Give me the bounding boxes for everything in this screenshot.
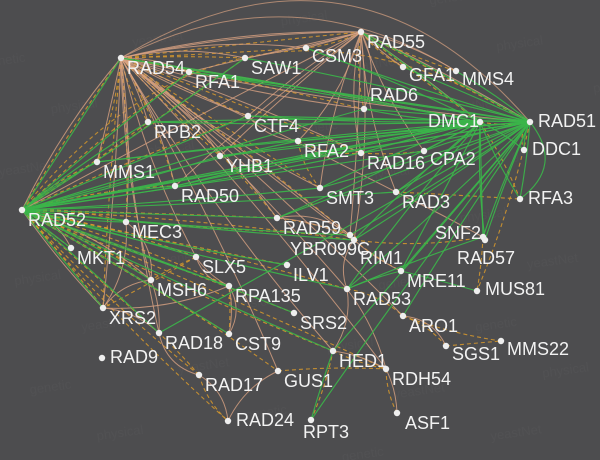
- svg-text:genetic: genetic: [474, 314, 518, 335]
- svg-text:RIM1: RIM1: [360, 248, 403, 268]
- svg-text:physical: physical: [541, 359, 590, 380]
- svg-text:RAD18: RAD18: [165, 333, 223, 353]
- svg-text:physical: physical: [50, 95, 99, 116]
- svg-text:ASF1: ASF1: [405, 413, 450, 433]
- svg-text:MEC3: MEC3: [132, 222, 182, 242]
- svg-text:CPA2: CPA2: [430, 149, 476, 169]
- svg-text:genetic: genetic: [341, 444, 385, 460]
- svg-text:DMC1: DMC1: [428, 111, 479, 131]
- svg-text:MRE11: MRE11: [407, 271, 466, 291]
- svg-text:RAD53: RAD53: [353, 289, 411, 309]
- svg-text:RAD3: RAD3: [402, 192, 450, 212]
- svg-text:RAD59: RAD59: [283, 218, 341, 238]
- svg-text:CST9: CST9: [235, 334, 281, 354]
- svg-text:RAD6: RAD6: [370, 85, 418, 105]
- svg-text:SLX5: SLX5: [202, 257, 246, 277]
- svg-text:physical: physical: [13, 267, 62, 288]
- svg-text:RPA135: RPA135: [235, 286, 301, 306]
- svg-text:MMS4: MMS4: [462, 69, 514, 89]
- svg-text:RAD24: RAD24: [236, 410, 294, 430]
- svg-text:RFA2: RFA2: [304, 141, 349, 161]
- svg-text:CTF4: CTF4: [254, 116, 299, 136]
- svg-text:physical: physical: [495, 32, 544, 53]
- svg-text:SGS1: SGS1: [452, 344, 500, 364]
- svg-text:MMS22: MMS22: [507, 339, 569, 359]
- svg-text:physical: physical: [592, 74, 600, 95]
- svg-text:RFA3: RFA3: [528, 188, 573, 208]
- svg-text:MSH6: MSH6: [157, 280, 207, 300]
- svg-text:SAW1: SAW1: [251, 58, 301, 78]
- svg-text:SMT3: SMT3: [326, 188, 374, 208]
- svg-text:YBR099C: YBR099C: [290, 239, 370, 259]
- svg-text:RAD57: RAD57: [457, 248, 515, 268]
- svg-text:genetic: genetic: [428, 0, 472, 8]
- svg-text:CSM3: CSM3: [312, 46, 362, 66]
- svg-text:genetic: genetic: [0, 50, 27, 71]
- svg-text:DDC1: DDC1: [532, 139, 581, 159]
- svg-text:YHB1: YHB1: [226, 156, 273, 176]
- svg-text:RDH54: RDH54: [392, 369, 451, 389]
- svg-text:SNF2: SNF2: [435, 223, 481, 243]
- svg-text:MMS1: MMS1: [103, 162, 155, 182]
- svg-text:yeastNet: yeastNet: [526, 250, 579, 272]
- svg-text:RAD50: RAD50: [181, 186, 239, 206]
- svg-text:ARO1: ARO1: [409, 316, 458, 336]
- svg-text:RAD55: RAD55: [367, 32, 425, 52]
- svg-text:HED1: HED1: [339, 351, 387, 371]
- svg-text:GFA1: GFA1: [409, 65, 455, 85]
- svg-text:GUS1: GUS1: [284, 371, 333, 391]
- svg-text:ILV1: ILV1: [293, 265, 329, 285]
- svg-text:RFA1: RFA1: [195, 72, 240, 92]
- svg-text:MUS81: MUS81: [485, 279, 545, 299]
- svg-text:RPT3: RPT3: [303, 422, 349, 442]
- svg-text:RAD52: RAD52: [28, 210, 86, 230]
- svg-text:RAD9: RAD9: [110, 347, 158, 367]
- svg-text:MKT1: MKT1: [77, 248, 125, 268]
- svg-text:yeastNet: yeastNet: [177, 354, 230, 376]
- svg-text:RAD54: RAD54: [127, 58, 185, 78]
- svg-text:yeastNet: yeastNet: [489, 421, 542, 443]
- svg-text:RAD51: RAD51: [538, 111, 596, 131]
- svg-text:RAD16: RAD16: [367, 153, 425, 173]
- svg-text:SRS2: SRS2: [300, 313, 347, 333]
- svg-text:physical: physical: [96, 422, 145, 443]
- svg-text:genetic: genetic: [29, 376, 73, 397]
- svg-text:RPB2: RPB2: [154, 122, 201, 142]
- svg-text:XRS2: XRS2: [109, 308, 156, 328]
- svg-text:RAD17: RAD17: [205, 375, 263, 395]
